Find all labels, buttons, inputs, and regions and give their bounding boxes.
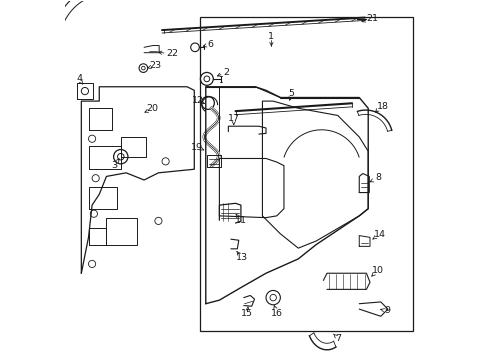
Text: 10: 10 (371, 266, 383, 275)
Text: 20: 20 (146, 104, 158, 113)
Text: 1: 1 (268, 32, 274, 41)
Text: 4: 4 (77, 75, 82, 84)
Text: 21: 21 (365, 14, 377, 23)
Text: 18: 18 (376, 102, 388, 111)
Text: 2: 2 (223, 68, 229, 77)
Text: 22: 22 (166, 49, 178, 58)
Text: 9: 9 (384, 306, 389, 315)
Text: 17: 17 (227, 114, 239, 123)
Text: 6: 6 (207, 40, 213, 49)
Text: 5: 5 (287, 89, 293, 98)
Text: 8: 8 (374, 174, 380, 183)
Text: 14: 14 (373, 230, 385, 239)
Text: 11: 11 (234, 216, 246, 225)
Text: 23: 23 (149, 62, 162, 71)
Text: 13: 13 (235, 253, 247, 262)
Text: 3: 3 (111, 161, 118, 170)
Bar (199, 17, 412, 330)
Text: 7: 7 (335, 334, 341, 343)
Text: 16: 16 (270, 309, 282, 318)
Text: 15: 15 (241, 309, 253, 318)
Text: 12: 12 (191, 96, 203, 105)
Text: 19: 19 (191, 143, 203, 152)
